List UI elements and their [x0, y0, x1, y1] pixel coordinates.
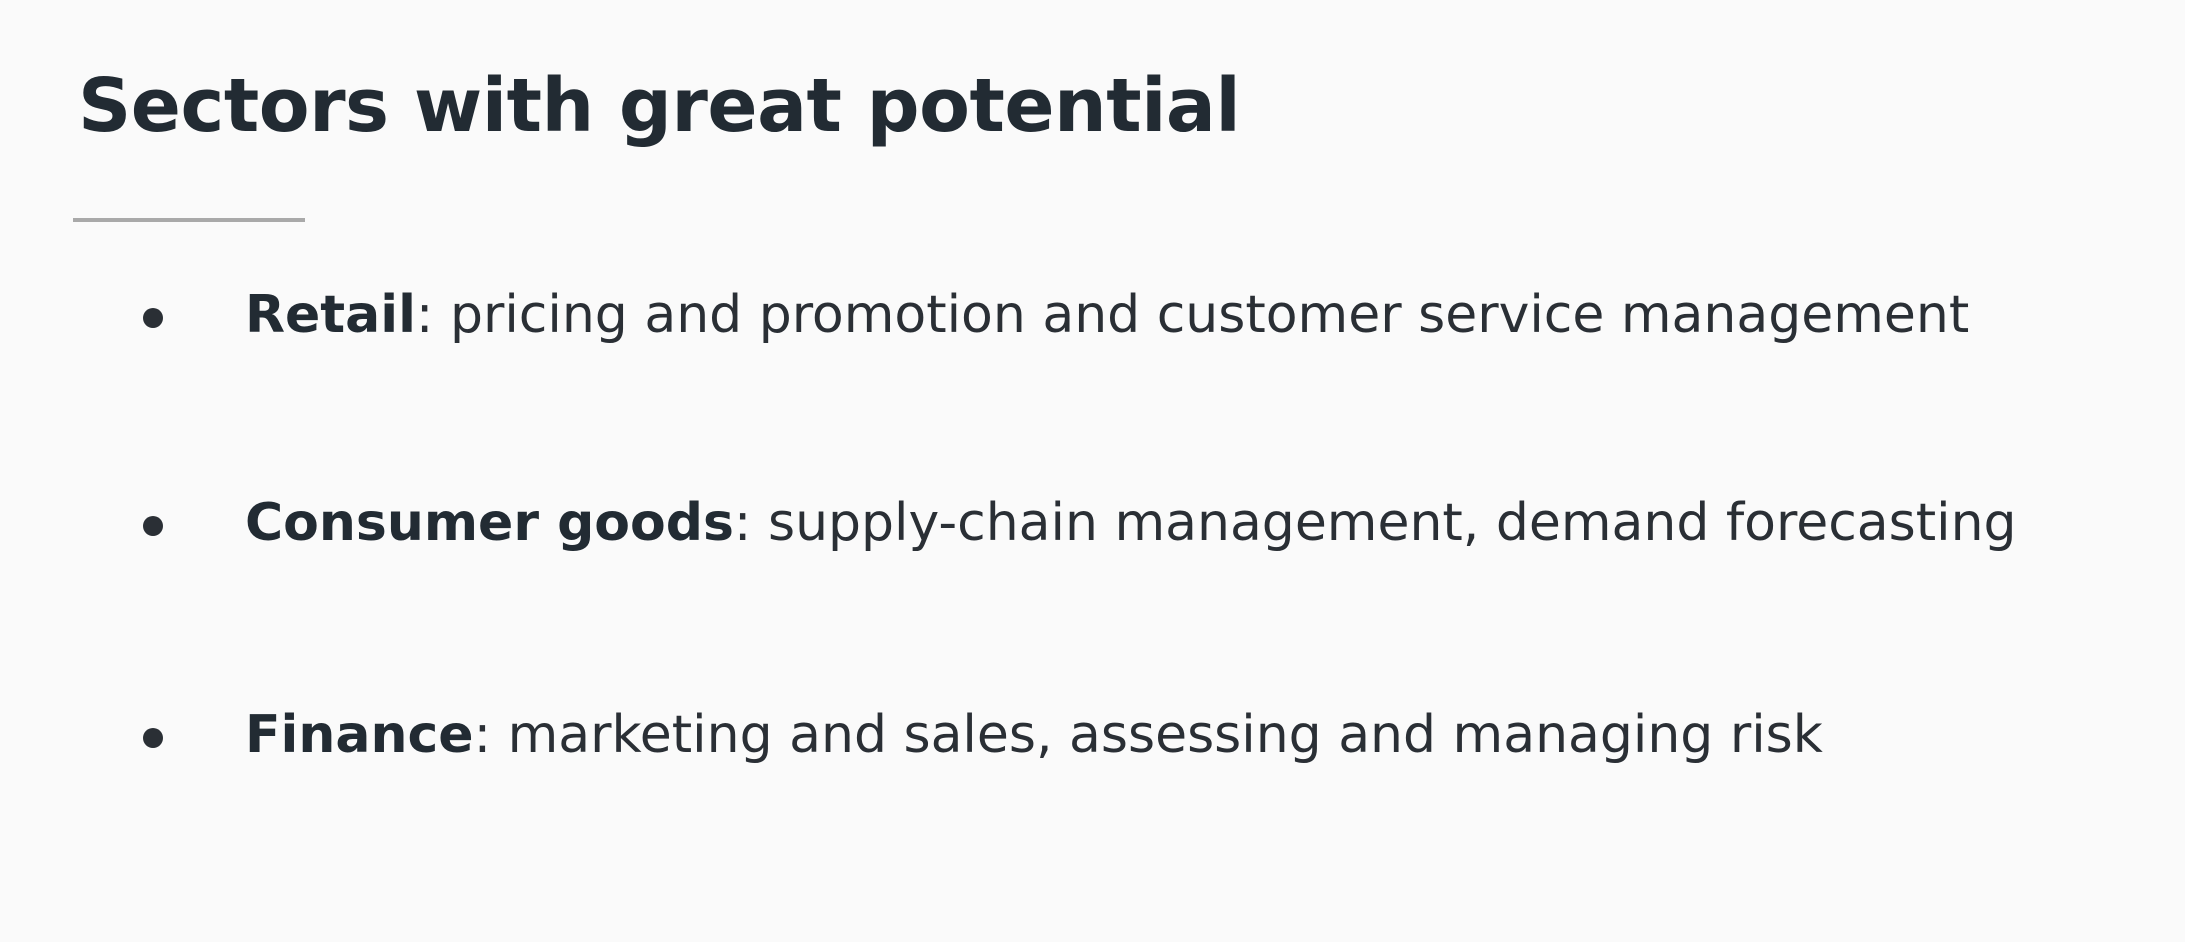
bullet-text: Finance: marketing and sales, assessing …	[245, 700, 1823, 770]
bullet-term: Retail	[245, 285, 416, 345]
slide-title: Sectors with great potential	[78, 63, 1241, 149]
bullet-text: Consumer goods: supply-chain management,…	[245, 488, 2017, 558]
bullet-separator: :	[733, 493, 752, 553]
bullet-dot-icon	[143, 516, 163, 536]
title-underline-divider	[73, 218, 305, 222]
bullet-term: Finance	[245, 705, 474, 765]
bullet-description: pricing and promotion and customer servi…	[433, 285, 1970, 345]
bullet-dot-icon	[143, 308, 163, 328]
bullet-separator: :	[415, 285, 434, 345]
bullet-text: Retail: pricing and promotion and custom…	[245, 280, 1969, 350]
bullet-term: Consumer goods	[245, 493, 734, 553]
bullet-description: marketing and sales, assessing and manag…	[491, 705, 1823, 765]
bullet-separator: :	[473, 705, 492, 765]
bullet-dot-icon	[143, 728, 163, 748]
bullet-description: supply-chain management, demand forecast…	[751, 493, 2017, 553]
